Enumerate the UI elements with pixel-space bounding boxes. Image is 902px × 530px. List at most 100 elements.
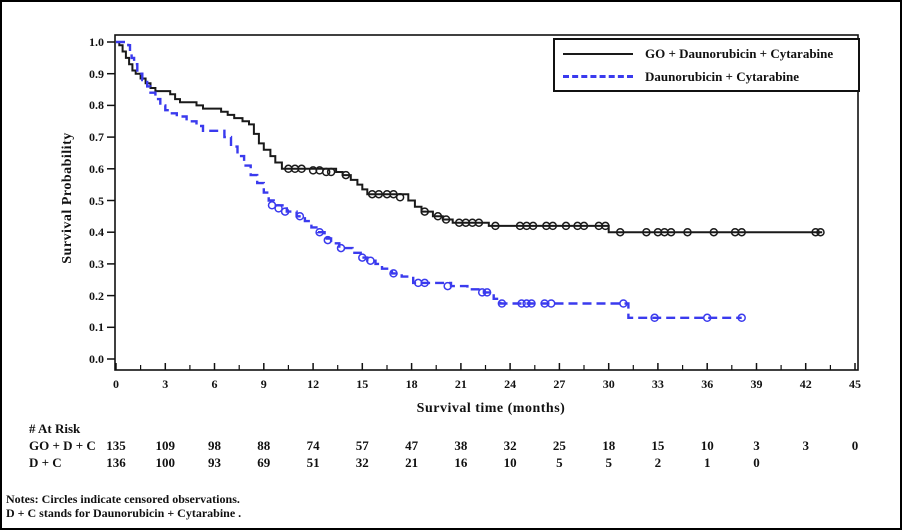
legend-dashed-line-icon <box>563 75 633 78</box>
censor-mark-go-d-c <box>642 227 651 237</box>
risk-value: 21 <box>405 455 419 470</box>
y-tick-label: 0.1 <box>89 320 104 335</box>
risk-value: 98 <box>208 438 221 453</box>
censor-mark-go-d-c <box>389 189 398 199</box>
km-curve-go-d-c <box>116 41 823 234</box>
risk-value: 25 <box>552 438 566 453</box>
censor-mark-go-d-c <box>528 221 538 231</box>
y-tick-label: 0.3 <box>89 256 104 271</box>
censor-mark-d-c <box>517 299 526 308</box>
risk-value: 10 <box>700 438 714 453</box>
censor-mark-d-c <box>280 207 290 216</box>
x-tick-label: 27 <box>553 377 566 391</box>
note-line-1: Notes: Circles indicate censored observa… <box>6 492 240 506</box>
censor-mark-d-c <box>546 299 556 308</box>
x-tick-label: 12 <box>307 377 320 391</box>
risk-value: 1 <box>703 455 711 470</box>
censor-mark-go-d-c <box>441 215 451 224</box>
censor-mark-go-d-c <box>601 221 610 231</box>
censor-mark-d-c <box>267 201 277 210</box>
censor-mark-go-d-c <box>326 167 336 177</box>
censor-mark-go-d-c <box>579 221 589 231</box>
censor-mark-go-d-c <box>709 227 719 237</box>
risk-value: 5 <box>605 455 612 470</box>
censor-mark-d-c <box>477 288 487 297</box>
censor-mark-d-c <box>702 313 712 323</box>
y-tick-label: 0.2 <box>89 288 104 303</box>
x-tick-label: 39 <box>750 377 763 391</box>
legend-entry-d-c: Daunorubicin + Cytarabine <box>563 65 850 88</box>
censor-mark-d-c <box>737 313 746 323</box>
y-tick-label: 0.7 <box>89 130 104 145</box>
y-tick-label: 0.5 <box>89 193 104 208</box>
censor-mark-d-c <box>443 281 452 291</box>
risk-value: 32 <box>503 438 517 453</box>
risk-value: 74 <box>306 438 320 453</box>
censor-mark-d-c <box>295 212 305 221</box>
censor-mark-go-d-c <box>561 221 571 231</box>
risk-value: 5 <box>556 455 563 470</box>
figure-notes: Notes: Circles indicate censored observa… <box>6 492 241 520</box>
risk-value: 69 <box>257 455 271 470</box>
legend-entry-go-d-c: GO + Daunorubicin + Cytarabine <box>563 42 850 65</box>
censor-mark-d-c <box>274 204 283 213</box>
risk-value: 18 <box>602 438 616 453</box>
risk-value: 100 <box>155 455 176 470</box>
note-line-2: D + C stands for Daunorubicin + Cytarabi… <box>6 506 242 520</box>
x-tick-label: 6 <box>211 377 218 391</box>
x-tick-label: 9 <box>260 377 267 391</box>
risk-value: 10 <box>503 455 517 470</box>
risk-value: 16 <box>454 455 468 470</box>
risk-value: 0 <box>851 438 859 453</box>
censor-mark-go-d-c <box>491 221 500 231</box>
risk-row-label: GO + D + C <box>29 438 96 453</box>
censor-mark-d-c <box>650 313 659 323</box>
risk-value: 47 <box>405 438 419 453</box>
legend-solid-line-icon <box>563 52 633 55</box>
censor-mark-go-d-c <box>395 193 405 202</box>
risk-value: 136 <box>106 455 126 470</box>
censor-mark-go-d-c <box>737 227 746 237</box>
y-tick-label: 0.8 <box>89 98 104 113</box>
x-tick-label: 36 <box>701 377 714 391</box>
censor-mark-d-c <box>336 243 346 253</box>
y-tick-label: 0.6 <box>89 161 104 176</box>
censor-mark-go-d-c <box>666 227 676 237</box>
censor-mark-d-c <box>497 299 507 308</box>
x-tick-label: 18 <box>405 377 418 391</box>
km-curve-d-c <box>116 40 742 319</box>
censor-mark-d-c <box>323 235 333 245</box>
censor-mark-d-c <box>358 253 367 262</box>
x-tick-label: 33 <box>651 377 664 391</box>
censor-mark-d-c <box>522 299 531 308</box>
risk-value: 57 <box>355 438 369 453</box>
risk-row-label: D + C <box>29 455 62 470</box>
censor-mark-go-d-c <box>474 218 484 227</box>
censor-mark-go-d-c <box>420 207 429 216</box>
legend-label-d-c: Daunorubicin + Cytarabine <box>645 68 800 84</box>
x-tick-label: 21 <box>454 377 467 391</box>
x-tick-label: 15 <box>356 377 369 391</box>
x-axis-title: Survival time (months) <box>416 401 566 416</box>
censor-mark-go-d-c <box>297 164 306 174</box>
risk-value: 0 <box>753 455 760 470</box>
censor-mark-d-c <box>389 269 398 278</box>
y-tick-label: 0.0 <box>89 352 104 366</box>
censor-mark-go-d-c <box>341 170 351 180</box>
censor-mark-d-c <box>482 288 492 297</box>
risk-value: 109 <box>155 438 176 453</box>
censor-mark-go-d-c <box>433 212 443 221</box>
y-tick-label: 1.0 <box>89 35 104 49</box>
censor-mark-go-d-c <box>548 221 558 231</box>
plot-border <box>114 34 859 371</box>
censor-mark-d-c <box>366 256 375 265</box>
risk-value: 3 <box>802 438 809 453</box>
y-tick-label: 0.9 <box>89 66 104 81</box>
censor-mark-go-d-c <box>615 227 625 237</box>
x-tick-label: 3 <box>162 377 169 391</box>
x-tick-label: 0 <box>113 377 119 391</box>
censor-mark-d-c <box>619 299 628 308</box>
risk-value: 3 <box>753 438 760 453</box>
